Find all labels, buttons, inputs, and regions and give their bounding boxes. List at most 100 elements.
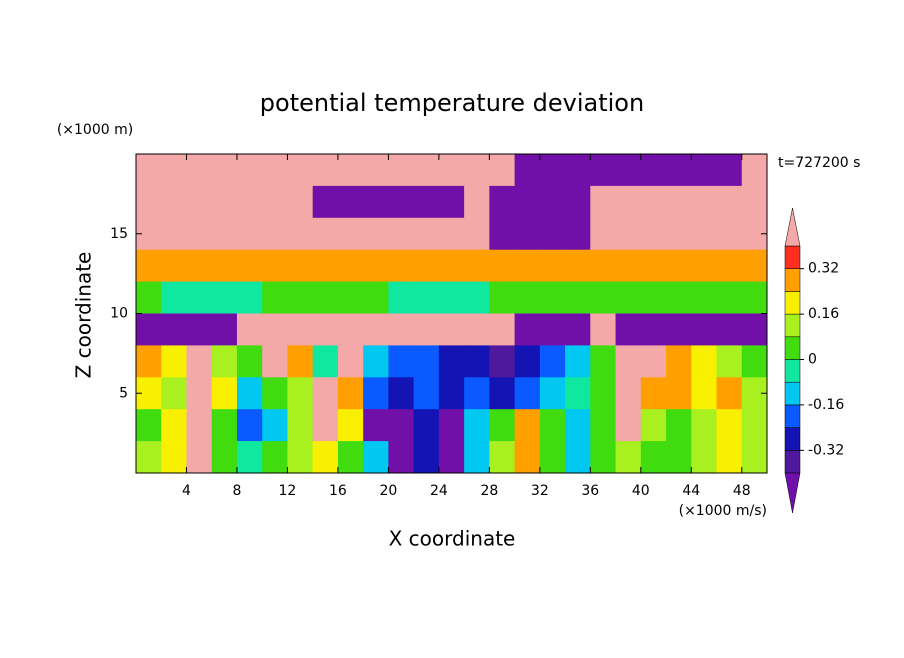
contour-cell [211, 441, 238, 474]
x-tick-label: 12 [279, 483, 297, 499]
contour-cell [590, 377, 617, 410]
contour-cell [161, 185, 187, 219]
contour-cell [464, 154, 490, 187]
y-axis-label: Z coordinate [72, 252, 96, 379]
contour-cell [565, 377, 591, 410]
contour-cell [211, 377, 238, 410]
contour-cell [590, 409, 617, 442]
contour-cell [489, 313, 516, 346]
contour-cell [514, 185, 541, 219]
contour-cell [539, 409, 566, 442]
contour-cell [211, 409, 238, 442]
colorbar-extend-low [784, 472, 801, 514]
contour-cell [666, 185, 692, 219]
contour-cell [640, 345, 667, 378]
colorbar-band [784, 427, 801, 451]
y-unit: (×1000 m) [57, 122, 133, 138]
contour-cell [539, 154, 566, 187]
contour-cell [161, 377, 187, 410]
contour-cell [565, 154, 591, 187]
contour-cell [716, 154, 743, 187]
contour-cell [565, 345, 591, 378]
contour-cell [539, 441, 566, 474]
contour-cell [691, 441, 718, 474]
contour-cell [640, 154, 667, 187]
contour-cell [337, 281, 364, 314]
contour-cell [464, 281, 490, 314]
contour-cell [287, 345, 314, 378]
contour-cell [615, 154, 642, 187]
x-tick-label: 36 [581, 483, 599, 499]
contour-cell [489, 377, 516, 410]
contour-cell [262, 377, 288, 410]
contour-cell [312, 185, 339, 219]
contour-cell [211, 185, 238, 219]
contour-cell [565, 313, 591, 346]
contour-cell [287, 281, 314, 314]
contour-cell [716, 313, 743, 346]
contour-cell [262, 154, 288, 187]
contour-cell [615, 313, 642, 346]
contour-cell [413, 345, 440, 378]
contour-cell [236, 154, 263, 187]
contour-cell [438, 345, 465, 378]
x-tick-label: 28 [480, 483, 498, 499]
contour-cell [464, 217, 490, 251]
colorbar-band [784, 381, 801, 406]
contour-cell [514, 313, 541, 346]
x-unit: (×1000 m/s) [679, 503, 767, 519]
x-tick-label: 20 [379, 483, 397, 499]
contour-cell [287, 313, 314, 346]
contour-cell [262, 217, 288, 251]
contour-cell [489, 441, 516, 474]
contour-cell [287, 377, 314, 410]
contour-cell [590, 345, 617, 378]
contour-cell [489, 154, 516, 187]
contour-cell [489, 409, 516, 442]
contour-cell [565, 249, 591, 283]
contour-cell [236, 281, 263, 314]
contour-cell [337, 154, 364, 187]
contour-cell [565, 281, 591, 314]
contour-cell [363, 441, 389, 474]
contour-cell [262, 185, 288, 219]
y-tick-label: 5 [119, 385, 128, 401]
colorbar-band [784, 404, 801, 428]
contour-cell [211, 313, 238, 346]
y-tick-label: 15 [110, 226, 128, 242]
contour-cell [514, 217, 541, 251]
contour-cell [640, 217, 667, 251]
contour-cell [186, 313, 213, 346]
contour-cell [186, 154, 213, 187]
contour-cell [413, 441, 440, 474]
contour-cell [438, 185, 465, 219]
colorbar-band [784, 291, 801, 315]
contour-cell [186, 217, 213, 251]
contour-cell [615, 281, 642, 314]
contour-cell [388, 154, 415, 187]
contour-cell [640, 409, 667, 442]
contour-cell [539, 313, 566, 346]
contour-cell [161, 281, 187, 314]
colorbar-band [784, 313, 801, 338]
contour-cell [590, 185, 617, 219]
contour-cell [413, 281, 440, 314]
contour-cell [666, 217, 692, 251]
contour-cell [287, 441, 314, 474]
contour-cell [464, 345, 490, 378]
contour-cell [438, 281, 465, 314]
contour-cell [236, 377, 263, 410]
contour-cell [337, 313, 364, 346]
contour-cell [337, 377, 364, 410]
contour-cell [161, 313, 187, 346]
contour-cell [262, 345, 288, 378]
contour-cell [363, 345, 389, 378]
contour-cell [741, 154, 768, 187]
contour-cell [363, 185, 389, 219]
contour-cell [716, 409, 743, 442]
x-tick-label: 44 [682, 483, 700, 499]
contour-cell [489, 185, 516, 219]
x-tick-label: 40 [632, 483, 650, 499]
contour-cell [161, 441, 187, 474]
contour-cell [363, 281, 389, 314]
